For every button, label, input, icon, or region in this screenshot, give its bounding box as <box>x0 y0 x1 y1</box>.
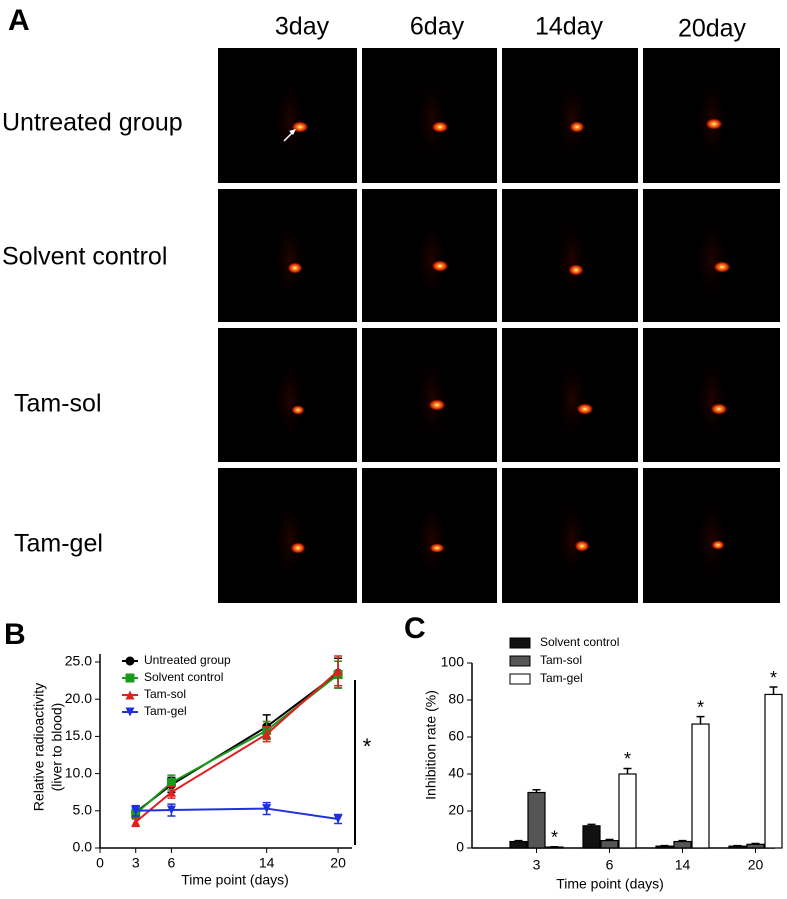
image-grid <box>218 48 780 603</box>
marker <box>131 817 141 827</box>
y-tick-label: 60 <box>448 728 464 744</box>
y-tick-label: 20 <box>448 802 464 818</box>
marker <box>125 656 135 666</box>
bar <box>582 825 601 849</box>
legend-label: Solvent control <box>540 635 619 649</box>
marker <box>125 690 135 700</box>
bar <box>746 843 765 849</box>
x-tick-label: 20 <box>748 857 764 873</box>
legend-label: Tam-sol <box>540 653 582 667</box>
error-bar <box>733 844 742 847</box>
legend-swatch <box>509 673 531 685</box>
y-tick-label: 20.0 <box>65 690 92 706</box>
significance: * <box>770 668 777 688</box>
row-label: Solvent control <box>2 243 167 271</box>
marker <box>262 729 272 739</box>
y-tick-label: 80 <box>448 691 464 707</box>
marker <box>166 787 176 797</box>
row-label: Tam-sol <box>14 390 102 418</box>
error-bar <box>623 767 632 774</box>
y-tick-label: 100 <box>441 654 465 670</box>
line <box>135 670 339 823</box>
column-label: 6day <box>410 13 465 41</box>
marker <box>333 666 343 676</box>
panel-label: C <box>404 612 426 645</box>
x-tick-label: 20 <box>330 855 346 871</box>
bar <box>728 845 747 849</box>
bar <box>655 845 674 849</box>
x-tick-label: 3 <box>533 857 541 873</box>
y-tick-label: 15.0 <box>65 727 92 743</box>
legend-label: Tam-gel <box>540 671 583 685</box>
y-tick-label: 0.0 <box>73 839 93 855</box>
legend-label: Tam-gel <box>144 704 187 718</box>
error-bar <box>532 788 541 793</box>
x-tick-label: 14 <box>675 857 691 873</box>
significance: * <box>551 827 558 847</box>
column-label: 14day <box>535 13 604 41</box>
error-bar <box>605 838 614 841</box>
y-tick-label: 10.0 <box>65 764 92 780</box>
bar <box>618 773 637 849</box>
error-bar <box>696 715 705 725</box>
x-tick-label: 6 <box>168 855 176 871</box>
column-label: 20day <box>678 15 747 43</box>
marker <box>125 707 135 717</box>
marker <box>131 806 141 816</box>
y-tick-label: 25.0 <box>65 653 92 669</box>
x-tick-label: 3 <box>132 855 140 871</box>
y-axis-label: Inhibition rate (%) <box>423 690 439 800</box>
marker <box>125 673 135 683</box>
x-axis-label: Time point (days) <box>556 876 664 892</box>
annotation: * <box>363 734 372 759</box>
error-bar <box>678 839 687 842</box>
legend-label: Untreated group <box>144 653 231 667</box>
panel-label: A <box>8 4 30 37</box>
bar <box>600 839 619 849</box>
marker <box>166 805 176 815</box>
y-axis-label: (liver to blood) <box>49 703 65 792</box>
x-tick-label: 0 <box>96 855 104 871</box>
x-axis-label: Time point (days) <box>181 872 289 888</box>
significance: * <box>624 749 631 769</box>
y-axis-label: Relative radioactivity <box>31 683 47 811</box>
panel-label: B <box>4 618 26 651</box>
column-label: 3day <box>275 13 330 41</box>
marker <box>166 778 176 788</box>
error-bar <box>514 839 523 842</box>
line <box>135 807 339 820</box>
y-tick-label: 5.0 <box>73 802 93 818</box>
bar <box>691 723 710 849</box>
legend-swatch <box>509 655 531 667</box>
legend-swatch <box>509 637 531 649</box>
error-bar <box>751 842 760 845</box>
y-tick-label: 0 <box>456 839 464 855</box>
error-bar <box>587 823 596 826</box>
x-tick-label: 6 <box>606 857 614 873</box>
marker <box>333 814 343 824</box>
bar <box>509 840 528 849</box>
bar <box>527 791 546 849</box>
marker <box>262 804 272 814</box>
row-label: Untreated group <box>2 109 183 137</box>
bar <box>673 840 692 849</box>
error-bar <box>660 844 669 847</box>
legend-label: Tam-sol <box>144 687 186 701</box>
row-label: Tam-gel <box>14 530 103 558</box>
legend-label: Solvent control <box>144 670 223 684</box>
x-tick-label: 14 <box>259 855 275 871</box>
y-tick-label: 40 <box>448 765 464 781</box>
significance: * <box>697 697 704 717</box>
error-bar <box>769 686 778 695</box>
bar <box>764 693 783 849</box>
